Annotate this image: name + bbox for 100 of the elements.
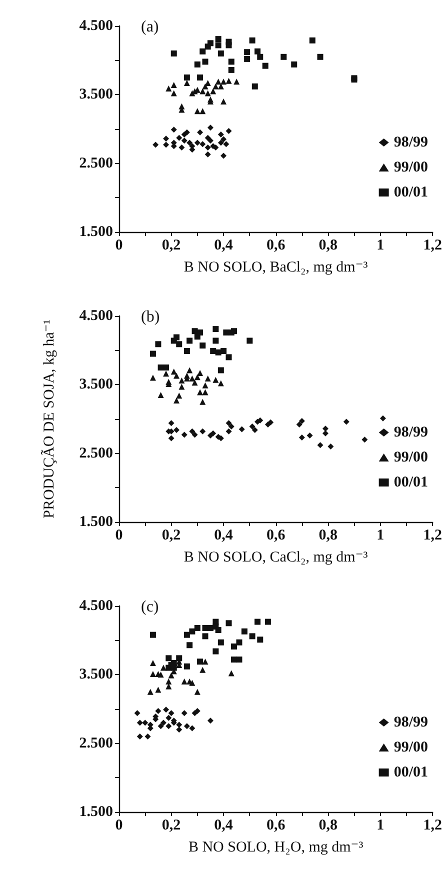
point [212, 376, 219, 383]
point [215, 42, 222, 48]
point [194, 688, 200, 695]
point [189, 90, 196, 96]
point [194, 140, 200, 146]
point [296, 421, 302, 428]
legend-label: 99/00 [394, 450, 428, 466]
point [136, 720, 143, 726]
point [166, 655, 172, 662]
point [184, 723, 190, 730]
point [228, 58, 234, 65]
x-tick-label: 0,2 [162, 528, 181, 544]
point [176, 392, 182, 399]
x-axis-title: B NO SOLO, H₂O, mg dm⁻³ [188, 840, 364, 856]
point [202, 624, 208, 631]
point [144, 733, 151, 740]
point [218, 83, 224, 90]
point [166, 85, 172, 92]
point [215, 78, 222, 85]
point [136, 733, 143, 740]
x-tick-label: 0 [115, 238, 123, 254]
point [178, 378, 185, 384]
point [223, 329, 230, 336]
point [163, 142, 170, 148]
point [174, 334, 180, 340]
y-tick-label: 1.500 [79, 804, 113, 820]
legend-label: 98/99 [394, 714, 428, 730]
chart-title: (b) [141, 308, 160, 326]
x-tick-label: 0,2 [162, 818, 181, 834]
legend-label: 98/99 [394, 134, 428, 150]
point [306, 432, 313, 438]
y-tick-label: 2.500 [79, 155, 113, 172]
point [230, 644, 237, 650]
point [186, 642, 193, 648]
point [210, 430, 216, 436]
point [197, 370, 204, 376]
point [226, 428, 232, 434]
x-tick-label: 1,2 [423, 238, 442, 254]
point [176, 655, 182, 662]
point [189, 628, 196, 634]
point [380, 415, 386, 422]
point [228, 670, 234, 676]
point [181, 710, 188, 716]
point [186, 367, 193, 374]
x-tick-label: 1,2 [423, 528, 442, 544]
point [343, 418, 350, 425]
point [212, 83, 219, 90]
point [249, 633, 256, 640]
point [252, 426, 258, 433]
point [150, 374, 156, 381]
point [204, 375, 211, 382]
chart-title: (a) [141, 18, 159, 36]
point [204, 134, 211, 141]
point [226, 354, 232, 360]
point [262, 62, 268, 69]
point [176, 134, 182, 141]
x-tick-label: 1 [376, 528, 384, 544]
point [254, 618, 261, 625]
point [170, 126, 177, 133]
point [170, 660, 177, 666]
point [194, 61, 200, 68]
point [192, 380, 198, 386]
point [160, 720, 166, 726]
point [166, 678, 172, 685]
point [181, 432, 188, 438]
point [166, 723, 172, 730]
x-tick-label: 0,4 [214, 238, 234, 254]
point [202, 658, 208, 665]
point [257, 636, 264, 643]
point [176, 722, 182, 728]
point [280, 54, 287, 60]
point [362, 436, 368, 443]
y-tick-label: 2.500 [79, 445, 113, 462]
point [236, 639, 242, 646]
y-tick-label: 1.500 [79, 224, 113, 240]
point [207, 138, 214, 144]
point [218, 380, 224, 386]
x-tick-label: 0 [115, 528, 123, 544]
point [155, 708, 162, 714]
point [202, 389, 208, 396]
point [174, 426, 180, 433]
x-tick-label: 0 [115, 818, 123, 834]
point [218, 140, 224, 146]
point [212, 338, 219, 344]
point [181, 678, 188, 685]
point [174, 372, 180, 379]
point [184, 663, 190, 670]
x-tick-label: 1,2 [423, 818, 442, 834]
point [223, 141, 230, 148]
point [212, 326, 219, 332]
point [241, 628, 248, 634]
point [226, 42, 232, 48]
point [244, 56, 250, 62]
point [168, 710, 174, 716]
point [207, 40, 214, 46]
point [170, 90, 177, 96]
point [226, 420, 232, 426]
point [268, 419, 274, 426]
y-tick-label: 2.500 [79, 735, 113, 752]
point [163, 706, 170, 713]
